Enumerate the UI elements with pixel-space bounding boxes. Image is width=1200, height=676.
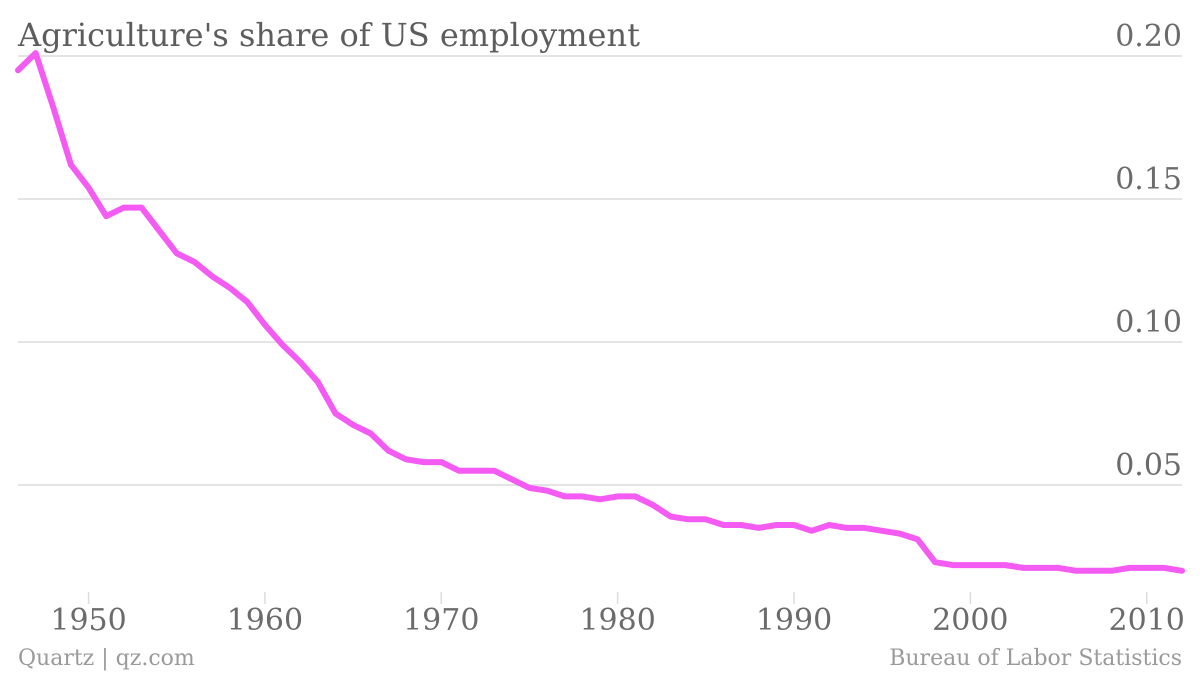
- x-tick-label: 1950: [50, 603, 126, 638]
- gridlines: [18, 55, 1182, 486]
- x-tick-label: 1990: [756, 603, 832, 638]
- credit-label: Quartz | qz.com: [18, 646, 195, 671]
- x-tick-label: 2000: [932, 603, 1008, 638]
- x-tick-label: 1980: [579, 603, 655, 638]
- y-tick-label: 0.05: [1115, 448, 1182, 483]
- y-tick-label: 0.20: [1115, 19, 1182, 54]
- x-tick-label: 1960: [227, 603, 303, 638]
- x-tick-label: 1970: [403, 603, 479, 638]
- series-layer: [15, 50, 1185, 574]
- y-tick-label: 0.15: [1115, 162, 1182, 197]
- series-line: [15, 50, 1185, 574]
- y-axis-tick-labels: 0.05 0.10 0.15 0.20: [1115, 19, 1182, 483]
- source-label: Bureau of Labor Statistics: [889, 646, 1182, 671]
- chart-title: Agriculture's share of US employment: [18, 16, 640, 54]
- x-tick-label: 2010: [1109, 603, 1185, 638]
- y-tick-label: 0.10: [1115, 305, 1182, 340]
- x-axis-ticks: 1950 1960 1970 1980 1990 2000 2010: [50, 592, 1185, 638]
